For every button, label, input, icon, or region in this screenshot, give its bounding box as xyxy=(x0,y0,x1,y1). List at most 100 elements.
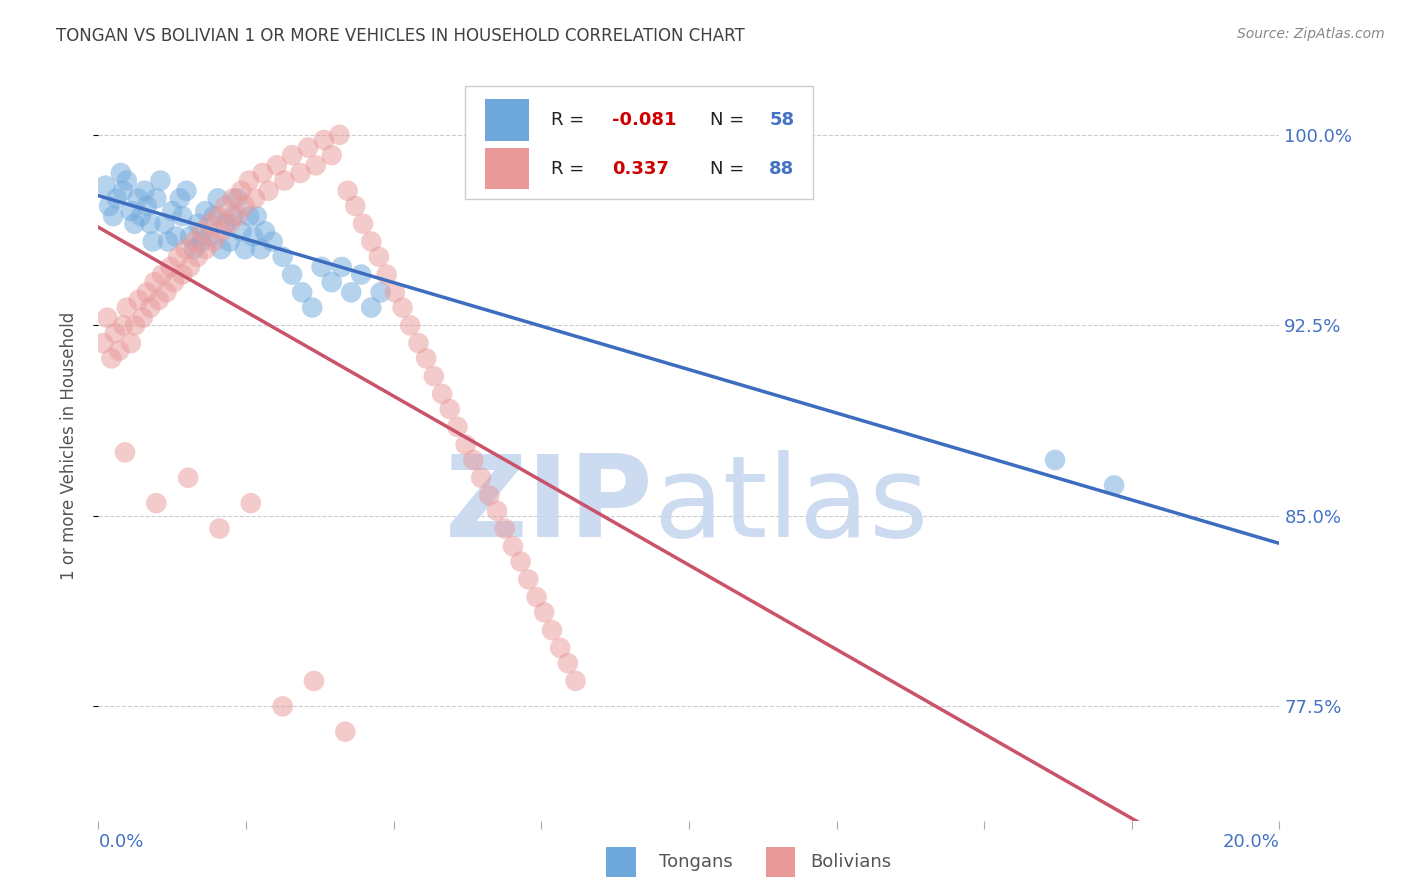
Point xyxy=(208,522,231,536)
Point xyxy=(132,310,155,325)
Point xyxy=(115,173,138,187)
Point xyxy=(517,572,540,586)
Point xyxy=(494,522,516,536)
Point xyxy=(399,318,422,333)
Point xyxy=(238,209,260,223)
Point xyxy=(271,699,294,714)
Point xyxy=(350,268,373,282)
Point xyxy=(533,606,555,620)
Point xyxy=(103,209,125,223)
Point xyxy=(207,209,229,223)
FancyBboxPatch shape xyxy=(464,87,813,199)
Point xyxy=(1102,478,1125,492)
Point xyxy=(157,235,180,249)
Point xyxy=(478,489,501,503)
Point xyxy=(104,326,127,340)
Text: 0.0%: 0.0% xyxy=(98,833,143,851)
Text: 20.0%: 20.0% xyxy=(1223,833,1279,851)
Point xyxy=(143,275,166,289)
Point xyxy=(139,301,162,315)
Point xyxy=(110,166,132,180)
Point xyxy=(172,268,194,282)
Point xyxy=(281,268,304,282)
Point xyxy=(312,133,335,147)
Point xyxy=(384,285,406,300)
Point xyxy=(153,217,176,231)
Point xyxy=(297,140,319,154)
Point xyxy=(222,191,245,205)
Point xyxy=(96,310,118,325)
Point xyxy=(149,173,172,187)
Point xyxy=(526,590,548,604)
Point xyxy=(183,235,205,249)
Point xyxy=(290,166,312,180)
Text: 58: 58 xyxy=(769,112,794,129)
Point xyxy=(148,293,170,307)
Point xyxy=(352,217,374,231)
Point xyxy=(250,242,273,256)
Point xyxy=(564,673,586,688)
Point xyxy=(321,275,343,289)
Point xyxy=(187,217,209,231)
Point xyxy=(191,224,214,238)
Point xyxy=(142,235,165,249)
Point xyxy=(252,166,274,180)
Point xyxy=(145,496,167,510)
Point xyxy=(226,209,249,223)
Point xyxy=(242,229,264,244)
Point xyxy=(112,318,135,333)
Point xyxy=(198,229,221,244)
Point xyxy=(115,301,138,315)
Point xyxy=(124,318,146,333)
Bar xyxy=(485,148,530,189)
Point xyxy=(370,285,392,300)
Point xyxy=(139,217,162,231)
Point xyxy=(134,184,156,198)
Text: R =: R = xyxy=(551,112,589,129)
Point xyxy=(114,445,136,459)
Point xyxy=(305,158,328,172)
Point xyxy=(108,343,131,358)
Point xyxy=(145,191,167,205)
Point xyxy=(207,191,229,205)
Point xyxy=(238,173,260,187)
Point xyxy=(176,184,198,198)
Text: atlas: atlas xyxy=(654,450,929,561)
Bar xyxy=(606,847,636,877)
Point xyxy=(214,217,236,231)
Point xyxy=(246,209,269,223)
Point xyxy=(179,260,201,274)
Point xyxy=(94,178,117,193)
Point xyxy=(177,471,200,485)
Point xyxy=(344,199,367,213)
Point xyxy=(135,285,157,300)
Text: N =: N = xyxy=(710,112,751,129)
Point xyxy=(243,191,266,205)
Point xyxy=(128,293,150,307)
Point xyxy=(301,301,323,315)
Point xyxy=(226,191,249,205)
Point xyxy=(375,268,398,282)
Point xyxy=(311,260,333,274)
Point xyxy=(548,640,571,655)
Point xyxy=(239,496,262,510)
Point xyxy=(222,209,245,223)
Point xyxy=(509,555,531,569)
Point xyxy=(105,191,128,205)
Point xyxy=(155,285,177,300)
Text: 0.337: 0.337 xyxy=(612,160,669,178)
Point xyxy=(335,724,357,739)
Point xyxy=(179,229,201,244)
Point xyxy=(328,128,350,142)
Bar xyxy=(766,847,796,877)
Point xyxy=(150,268,173,282)
Point xyxy=(112,184,135,198)
Point xyxy=(209,224,232,238)
Text: ZIP: ZIP xyxy=(446,450,654,561)
Point xyxy=(408,336,430,351)
Point xyxy=(360,235,382,249)
Point xyxy=(174,242,197,256)
Point xyxy=(330,260,353,274)
Point xyxy=(135,199,157,213)
Point xyxy=(1043,453,1066,467)
